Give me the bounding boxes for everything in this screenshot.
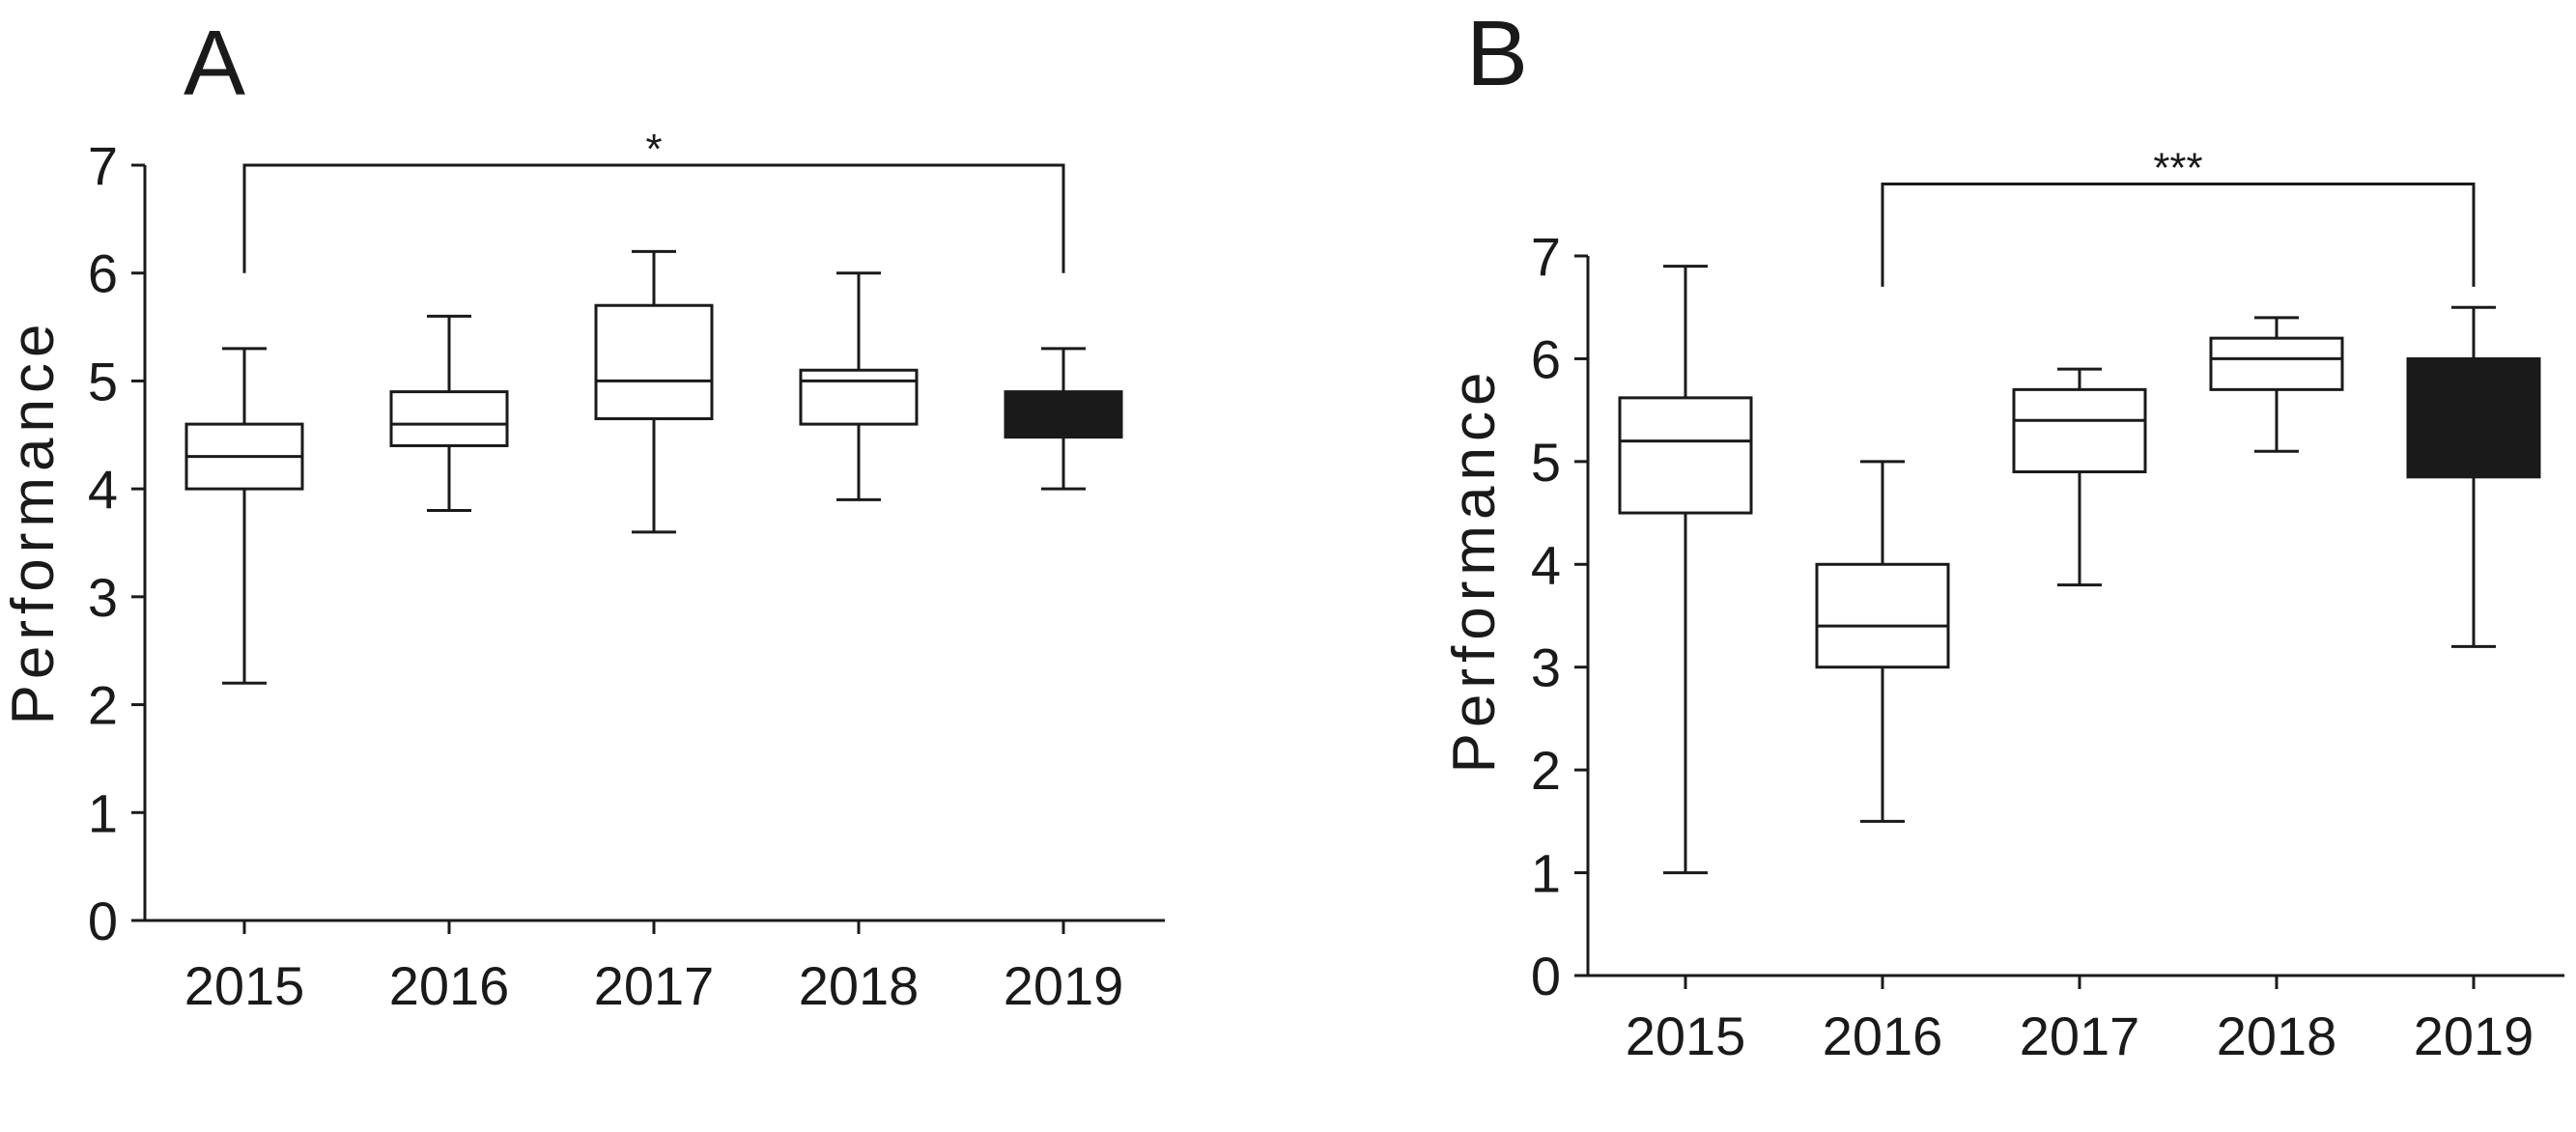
panel-a: A Performance 0 1 2 3 4 5 6 7 2015 2016 2017 2018 2019… xyxy=(0,12,1165,1016)
box-2019 xyxy=(2406,305,2541,648)
box-2018 xyxy=(2209,316,2344,453)
box-2017 xyxy=(2012,367,2147,587)
y-tick-label: 4 xyxy=(88,459,118,520)
significance-label: * xyxy=(645,126,662,173)
significance-bracket xyxy=(1881,183,2476,287)
y-tick-label: 7 xyxy=(88,135,118,196)
iqr-box xyxy=(799,368,919,426)
iqr-box xyxy=(594,303,714,421)
x-tick-label: 2016 xyxy=(389,955,510,1016)
box-2015 xyxy=(1618,265,1753,875)
significance-bracket xyxy=(242,163,1065,273)
box-2016 xyxy=(1815,460,1950,823)
y-tick-label: 0 xyxy=(1531,946,1561,1006)
x-tick-label: 2017 xyxy=(2020,1005,2140,1066)
y-tick-label: 1 xyxy=(88,782,118,843)
iqr-box xyxy=(2012,387,2147,474)
box-2015 xyxy=(184,347,304,685)
x-tick-label: 2019 xyxy=(1004,955,1124,1016)
box-2017 xyxy=(594,249,714,534)
y-tick-label: 1 xyxy=(1531,843,1561,904)
y-tick-label: 0 xyxy=(88,891,118,951)
iqr-box xyxy=(389,390,509,447)
y-tick-label: 3 xyxy=(1531,637,1561,698)
box-2016 xyxy=(389,314,509,512)
y-tick-label: 3 xyxy=(88,567,118,628)
x-tick-label: 2018 xyxy=(799,955,920,1016)
y-tick-label: 2 xyxy=(88,675,118,736)
panel-b: B Performance 0 1 2 3 4 5 6 7 2015 2016 2017 2018 2019… xyxy=(1441,2,2564,1066)
x-tick-label: 2018 xyxy=(2217,1005,2337,1066)
iqr-box xyxy=(2209,336,2344,391)
x-tick-label: 2016 xyxy=(1823,1005,1943,1066)
y-tick-label: 7 xyxy=(1531,226,1561,287)
y-tick-label: 5 xyxy=(1531,432,1561,493)
y-axis-title: Performance xyxy=(1441,367,1508,774)
y-tick-label: 4 xyxy=(1531,534,1561,595)
box-2018 xyxy=(799,271,919,501)
x-tick-label: 2015 xyxy=(184,955,305,1016)
y-tick-label: 5 xyxy=(88,351,118,411)
box-2019 xyxy=(1004,347,1123,491)
iqr-box xyxy=(1618,396,1753,515)
y-tick-label: 2 xyxy=(1531,740,1561,801)
panel-label: A xyxy=(184,12,245,115)
significance-label: *** xyxy=(2153,145,2202,192)
iqr-box xyxy=(1815,562,1950,669)
x-tick-label: 2015 xyxy=(1626,1005,1746,1066)
y-tick-label: 6 xyxy=(1531,328,1561,389)
y-axis-title: Performance xyxy=(0,319,67,725)
iqr-box xyxy=(2406,356,2541,479)
panel-label: B xyxy=(1466,2,1528,105)
y-tick-label: 6 xyxy=(88,243,118,304)
x-tick-label: 2017 xyxy=(594,955,715,1016)
x-tick-label: 2019 xyxy=(2414,1005,2534,1066)
